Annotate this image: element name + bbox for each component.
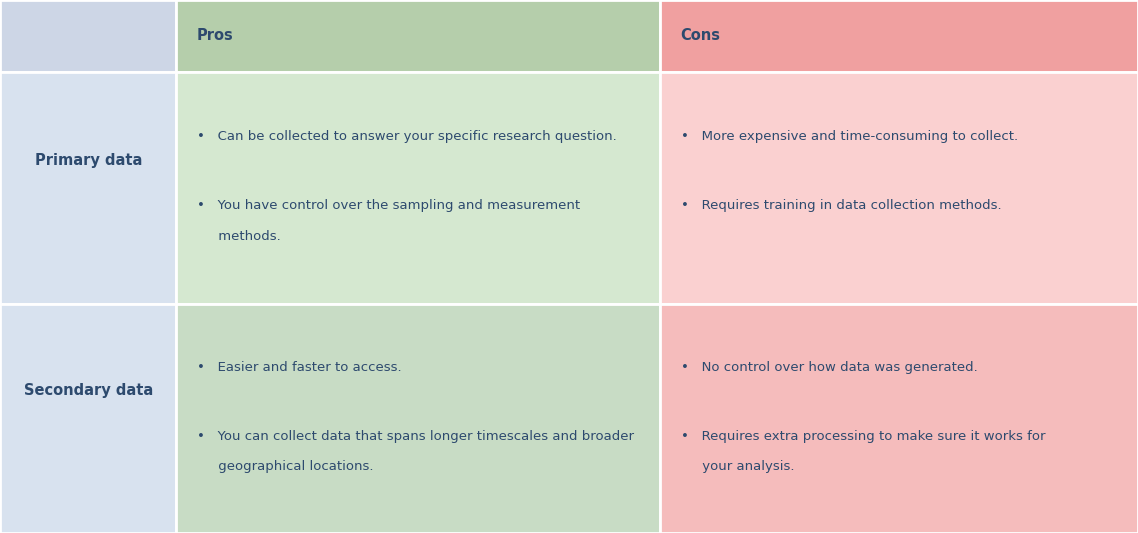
- Text: Pros: Pros: [197, 28, 233, 44]
- Text: •   Easier and faster to access.: • Easier and faster to access.: [197, 361, 402, 374]
- FancyBboxPatch shape: [0, 304, 176, 533]
- FancyBboxPatch shape: [0, 72, 176, 304]
- Text: Primary data: Primary data: [34, 152, 142, 167]
- Text: •   Can be collected to answer your specific research question.: • Can be collected to answer your specif…: [197, 130, 617, 143]
- Text: •   Requires extra processing to make sure it works for: • Requires extra processing to make sure…: [681, 430, 1045, 443]
- Text: •   No control over how data was generated.: • No control over how data was generated…: [681, 361, 978, 374]
- Text: •   You can collect data that spans longer timescales and broader: • You can collect data that spans longer…: [197, 430, 634, 443]
- Text: Cons: Cons: [681, 28, 720, 44]
- Text: Secondary data: Secondary data: [24, 383, 152, 398]
- Text: •   You have control over the sampling and measurement: • You have control over the sampling and…: [197, 199, 580, 213]
- FancyBboxPatch shape: [660, 0, 1138, 72]
- Text: methods.: methods.: [197, 230, 281, 243]
- FancyBboxPatch shape: [176, 72, 660, 304]
- FancyBboxPatch shape: [176, 0, 660, 72]
- FancyBboxPatch shape: [0, 0, 176, 72]
- Text: •   More expensive and time-consuming to collect.: • More expensive and time-consuming to c…: [681, 130, 1017, 143]
- Text: your analysis.: your analysis.: [681, 459, 794, 473]
- FancyBboxPatch shape: [176, 304, 660, 533]
- Text: •   Requires training in data collection methods.: • Requires training in data collection m…: [681, 199, 1001, 213]
- Text: geographical locations.: geographical locations.: [197, 459, 373, 473]
- FancyBboxPatch shape: [660, 72, 1138, 304]
- FancyBboxPatch shape: [660, 304, 1138, 533]
